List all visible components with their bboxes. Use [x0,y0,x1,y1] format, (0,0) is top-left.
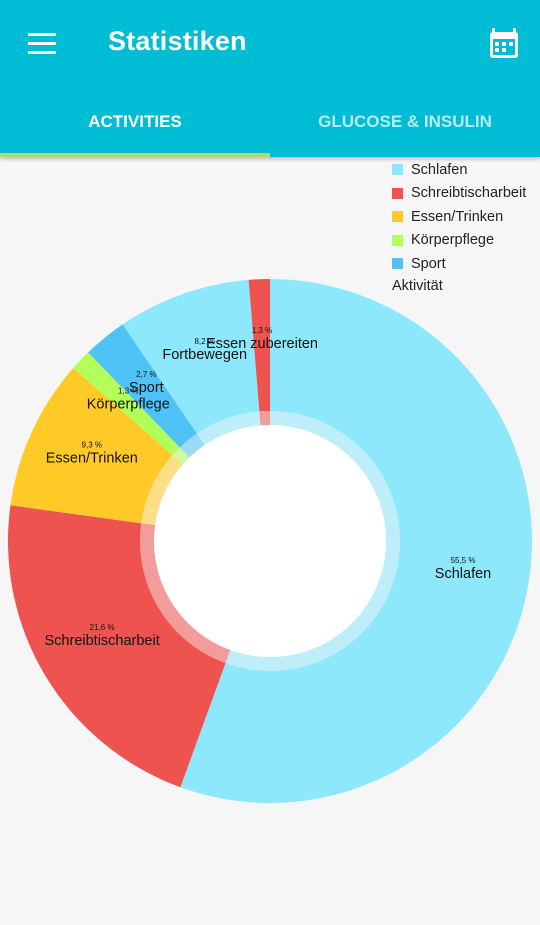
slice-value-label: 2,7 % [136,370,156,379]
pie-slice-inner-ring [140,523,231,664]
tab-bar: ACTIVITIES GLUCOSE & INSULIN [0,86,540,157]
calendar-icon [490,28,518,58]
legend-title: Aktivität [392,277,443,294]
legend-label: Körperpflege [411,232,495,249]
pie-slice-körperpflege[interactable] [73,352,180,456]
slice-value-label: 21,6 % [90,623,115,632]
legend-item: Schreibtischarbeit [392,182,526,206]
hamburger-menu-icon [28,33,56,36]
pie-slice-essen-trinken[interactable] [10,367,173,524]
pie-slice-schreibtischarbeit[interactable] [7,505,226,788]
pie-slice-inner-ring [141,455,183,526]
menu-button[interactable] [20,22,64,66]
legend-item: Sport [392,252,526,276]
slice-category-label: Essen zubereiten [206,336,318,352]
slice-category-label: Schlafen [435,566,491,582]
pie-slice-schlafen[interactable] [180,279,532,803]
tab-indicator [0,153,270,157]
pie-slice-inner-ring [259,411,270,426]
legend-item: Essen/Trinken [392,205,526,229]
slice-category-label: Fortbewegen [162,347,247,363]
pie-slice-fortbewegen[interactable] [122,279,260,434]
hamburger-line [28,42,56,45]
slice-value-label: 1,3 % [252,326,272,335]
legend-swatch [392,164,403,176]
pie-slice-inner-ring [196,411,261,446]
legend-swatch [392,234,403,246]
pie-slice-essen-zubereiten[interactable] [248,279,270,412]
legend-label: Schreibtischarbeit [411,185,527,202]
donut-chart: 55,5 %Schlafen 21,6 %Schreibtischarbeit 9,… [7,279,532,803]
legend-label: Essen/Trinken [411,208,504,225]
slice-value-label: 1,3 % [118,387,138,396]
chart-legend: Schlafen Schreibtischarbeit Essen/Trinke… [392,158,526,294]
legend-label: Schlafen [411,161,468,178]
pie-slice-sport[interactable] [88,324,197,448]
pie-slice-inner-ring [172,447,190,465]
legend-item: Schlafen [392,158,526,182]
pie-slice-inner-ring [179,433,205,458]
tab-glucose-insulin[interactable]: GLUCOSE & INSULIN [318,112,492,131]
hamburger-line [28,51,56,54]
page-title: Statistiken [108,26,247,56]
legend-label: Sport [411,255,446,272]
tab-activities[interactable]: ACTIVITIES [88,112,182,131]
slice-value-label: 9,3 % [82,440,102,449]
legend-swatch [392,187,403,199]
legend-swatch [392,258,403,270]
app-bar: Statistiken [0,0,540,86]
slice-category-label: Essen/Trinken [46,450,138,466]
slice-value-label: 55,5 % [451,556,476,565]
donut-hole [154,425,386,657]
legend-item: Körperpflege [392,229,526,253]
slice-category-label: Körperpflege [87,397,170,413]
calendar-button[interactable] [484,24,524,64]
slice-category-label: Sport [129,380,164,396]
slice-category-label: Schreibtischarbeit [45,633,160,649]
legend-swatch [392,211,403,223]
slice-value-label: 8,2 % [194,337,214,346]
